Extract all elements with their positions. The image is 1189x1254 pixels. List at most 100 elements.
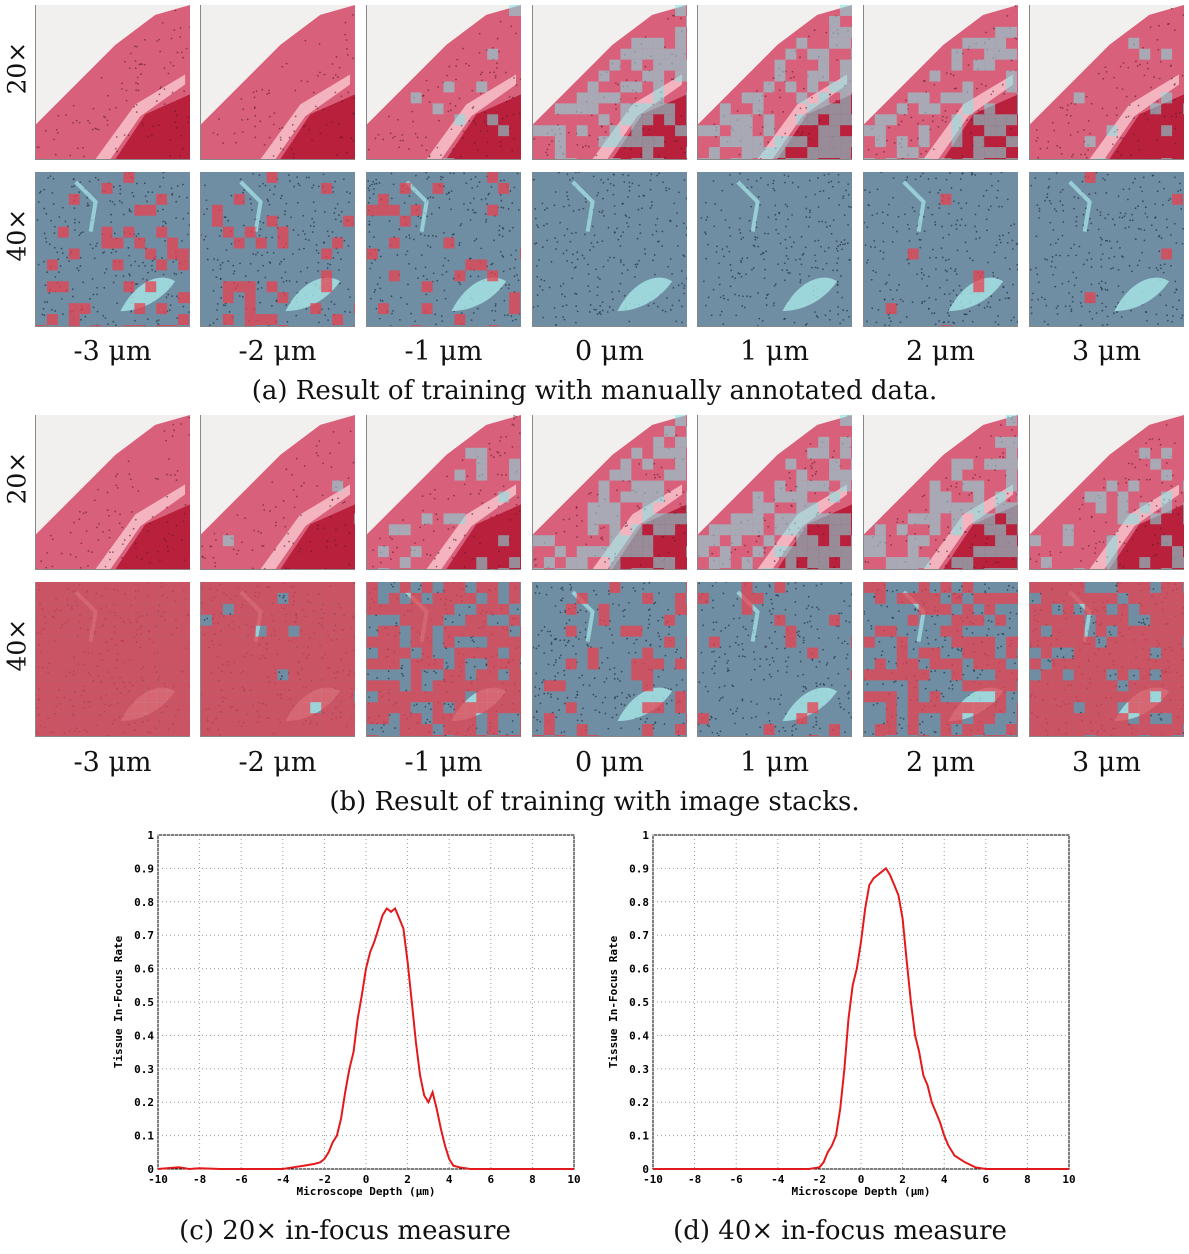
x-tick-label: -6 bbox=[730, 1173, 744, 1186]
microscopy-tile bbox=[200, 5, 355, 160]
y-tick-label: 0 bbox=[642, 1163, 649, 1176]
microscopy-tile bbox=[35, 415, 190, 570]
microscopy-tile bbox=[532, 5, 687, 160]
x-tick-label: -2 bbox=[318, 1173, 331, 1186]
caption-b: (b) Result of training with image stacks… bbox=[329, 787, 860, 817]
x-tick-label: 2 bbox=[404, 1173, 411, 1186]
y-tick-label: 1 bbox=[147, 829, 154, 842]
y-tick-label: 0.1 bbox=[134, 1130, 154, 1143]
x-tick-label: -6 bbox=[235, 1173, 249, 1186]
x-tick-label: 6 bbox=[487, 1173, 494, 1186]
x-tick-label: 0 bbox=[858, 1173, 865, 1186]
microscopy-tile bbox=[366, 5, 521, 160]
depth-label: 1 μm bbox=[740, 336, 809, 367]
y-tick-label: 1 bbox=[642, 829, 649, 842]
depth-label: -3 μm bbox=[73, 747, 152, 778]
x-tick-label: -10 bbox=[643, 1173, 663, 1186]
depth-label: -1 μm bbox=[404, 747, 483, 778]
y-tick-label: 0.2 bbox=[629, 1096, 649, 1109]
x-tick-label: -4 bbox=[771, 1173, 785, 1186]
microscopy-tile bbox=[200, 415, 355, 570]
microscopy-tile bbox=[35, 582, 190, 737]
y-tick-label: 0.7 bbox=[629, 929, 649, 942]
microscopy-tile bbox=[1029, 582, 1184, 737]
y-tick-label: 0.8 bbox=[134, 896, 154, 909]
series-line bbox=[653, 866, 1069, 1170]
y-tick-label: 0.1 bbox=[629, 1130, 649, 1143]
row-label-40x: 40× bbox=[2, 208, 32, 262]
x-tick-label: 0 bbox=[363, 1173, 370, 1186]
x-tick-label: 8 bbox=[529, 1173, 536, 1186]
x-tick-label: -10 bbox=[148, 1173, 168, 1186]
microscopy-tile bbox=[863, 172, 1018, 327]
depth-label: -2 μm bbox=[238, 747, 317, 778]
microscopy-tile bbox=[366, 582, 521, 737]
depth-label: 3 μm bbox=[1072, 336, 1141, 367]
microscopy-tile bbox=[863, 5, 1018, 160]
y-tick-label: 0.6 bbox=[134, 963, 154, 976]
y-tick-label: 0.5 bbox=[629, 996, 649, 1009]
microscopy-tile bbox=[863, 582, 1018, 737]
series-line bbox=[157, 906, 574, 1171]
caption-d: (d) 40× in-focus measure bbox=[673, 1216, 1007, 1246]
microscopy-tile bbox=[1029, 415, 1184, 570]
microscopy-tile bbox=[697, 5, 852, 160]
x-axis-label: Microscope Depth (μm) bbox=[296, 1185, 435, 1198]
microscopy-tile bbox=[200, 582, 355, 737]
row-label-40x: 40× bbox=[2, 618, 32, 672]
y-tick-label: 0.2 bbox=[134, 1096, 154, 1109]
microscopy-tile bbox=[532, 582, 687, 737]
x-tick-label: -4 bbox=[276, 1173, 290, 1186]
y-axis-label: Tissue In-Focus Rate bbox=[112, 935, 125, 1068]
microscopy-tile bbox=[697, 172, 852, 327]
y-tick-label: 0.5 bbox=[134, 996, 154, 1009]
row-label-20x: 20× bbox=[2, 451, 32, 505]
microscopy-tile bbox=[863, 415, 1018, 570]
microscopy-tile bbox=[1029, 172, 1184, 327]
y-tick-label: 0 bbox=[147, 1163, 154, 1176]
y-tick-label: 0.9 bbox=[134, 862, 154, 875]
chart-c: -10 -8 -6 -4 -2 0 2 4 6 8 10 0 0.1 0.2 0.3 0.4 0.5 0.6 0.7… bbox=[112, 829, 581, 1198]
x-tick-label: 10 bbox=[567, 1173, 580, 1186]
x-tick-label: 8 bbox=[1024, 1173, 1031, 1186]
microscopy-tile bbox=[697, 415, 852, 570]
caption-a: (a) Result of training with manually ann… bbox=[251, 376, 938, 406]
x-tick-label: -8 bbox=[193, 1173, 206, 1186]
x-axis-label: Microscope Depth (μm) bbox=[791, 1185, 930, 1198]
caption-c: (c) 20× in-focus measure bbox=[179, 1216, 511, 1246]
depth-label: 1 μm bbox=[740, 747, 809, 778]
y-tick-label: 0.3 bbox=[629, 1063, 649, 1076]
microscopy-tile bbox=[200, 172, 355, 327]
x-tick-label: 6 bbox=[982, 1173, 989, 1186]
microscopy-tile bbox=[366, 415, 521, 570]
y-tick-label: 0.3 bbox=[134, 1063, 154, 1076]
x-tick-label: -8 bbox=[688, 1173, 701, 1186]
x-tick-label: 4 bbox=[446, 1173, 453, 1186]
microscopy-tile bbox=[35, 172, 190, 327]
y-tick-label: 0.8 bbox=[629, 896, 649, 909]
microscopy-tile bbox=[1029, 5, 1184, 160]
row-label-20x: 20× bbox=[2, 41, 32, 95]
depth-label: 3 μm bbox=[1072, 747, 1141, 778]
y-tick-label: 0.6 bbox=[629, 963, 649, 976]
depth-label: 2 μm bbox=[906, 747, 975, 778]
y-axis-label: Tissue In-Focus Rate bbox=[607, 935, 620, 1068]
depth-label: -2 μm bbox=[238, 336, 317, 367]
y-tick-label: 0.9 bbox=[629, 862, 649, 875]
depth-label: 0 μm bbox=[575, 336, 644, 367]
microscopy-tile bbox=[532, 415, 687, 570]
microscopy-tile bbox=[35, 5, 190, 160]
depth-label: 2 μm bbox=[906, 336, 975, 367]
microscopy-tile bbox=[697, 582, 852, 737]
microscopy-tile bbox=[366, 172, 521, 327]
x-tick-label: 4 bbox=[941, 1173, 948, 1186]
chart-d: -10 -8 -6 -4 -2 0 2 4 6 8 10 0 0.1 0.2 0.3 0.4 0.5 0.6 0.7… bbox=[607, 829, 1076, 1198]
y-tick-label: 0.4 bbox=[134, 1029, 154, 1042]
depth-label: -1 μm bbox=[404, 336, 483, 367]
microscopy-tile bbox=[532, 172, 687, 327]
y-tick-label: 0.4 bbox=[629, 1029, 649, 1042]
depth-label: -3 μm bbox=[73, 336, 152, 367]
x-tick-label: -2 bbox=[813, 1173, 826, 1186]
x-tick-label: 2 bbox=[899, 1173, 906, 1186]
y-tick-label: 0.7 bbox=[134, 929, 154, 942]
